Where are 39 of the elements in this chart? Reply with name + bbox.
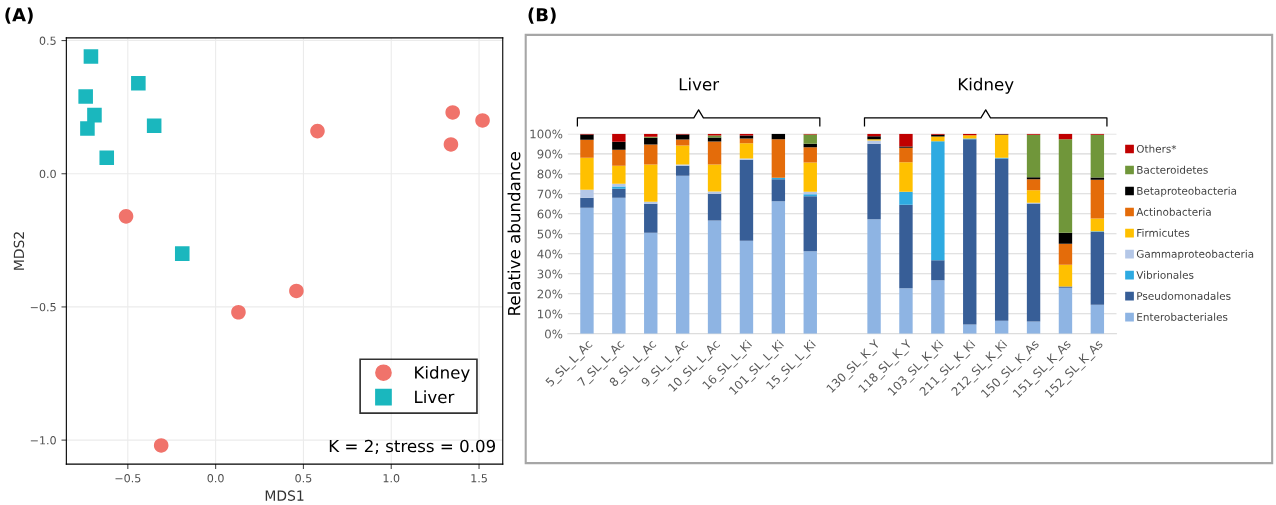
y-tick-label: 100% xyxy=(530,129,563,139)
legend-label: Vibrionales xyxy=(1136,270,1194,279)
y-tick-label: 60% xyxy=(537,209,563,219)
y-axis-title: MDS2 xyxy=(13,232,25,270)
legend-label: Betaproteobacteria xyxy=(1137,186,1237,197)
y-tick-label: 80% xyxy=(537,169,563,179)
legend-label: Enterobacteriales xyxy=(1137,312,1228,321)
x-tick-label: 1.5 xyxy=(471,474,487,483)
legend-label: Others* xyxy=(1136,144,1177,153)
legend-label: Liver xyxy=(415,390,455,404)
y-tick-label: 20% xyxy=(537,289,563,299)
text: Kidney xyxy=(958,77,1014,94)
y-tick-label: −0.5 xyxy=(30,302,56,312)
y-tick-label: 0% xyxy=(545,329,563,339)
y-tick-label: 10% xyxy=(538,309,563,319)
x-tick-label: −0.5 xyxy=(115,474,141,483)
y-tick-label: 90% xyxy=(537,149,563,159)
x-tick-label: 1.0 xyxy=(383,474,400,483)
legend-label: Pseudomonadales xyxy=(1137,291,1231,300)
y-tick-label: 50% xyxy=(537,229,563,239)
chart-title: (B) xyxy=(528,7,556,24)
y-axis-title: Relative abundance xyxy=(507,152,521,315)
legend-label: Firmicutes xyxy=(1137,228,1190,237)
y-tick-label: −1.0 xyxy=(30,436,56,445)
legend-label: Actinobacteria xyxy=(1136,207,1211,216)
text: Liver xyxy=(679,77,720,91)
y-tick-label: 30% xyxy=(537,269,563,279)
annotation: K = 2; stress = 0.09 xyxy=(329,439,496,455)
x-tick-label: 0.5 xyxy=(295,474,312,483)
legend-label: Kidney xyxy=(415,365,470,383)
x-tick-label: 0.0 xyxy=(207,474,224,483)
legend-label: Gammaproteobacteria xyxy=(1136,249,1254,260)
chart-title: (A) xyxy=(5,7,33,24)
x-axis-title: MDS1 xyxy=(265,490,304,501)
y-tick-label: 0.0 xyxy=(39,169,56,179)
legend-label: Bacteroidetes xyxy=(1137,165,1208,174)
y-tick-label: 70% xyxy=(537,189,563,199)
y-tick-label: 0.5 xyxy=(39,36,56,45)
y-tick-label: 40% xyxy=(537,249,563,259)
